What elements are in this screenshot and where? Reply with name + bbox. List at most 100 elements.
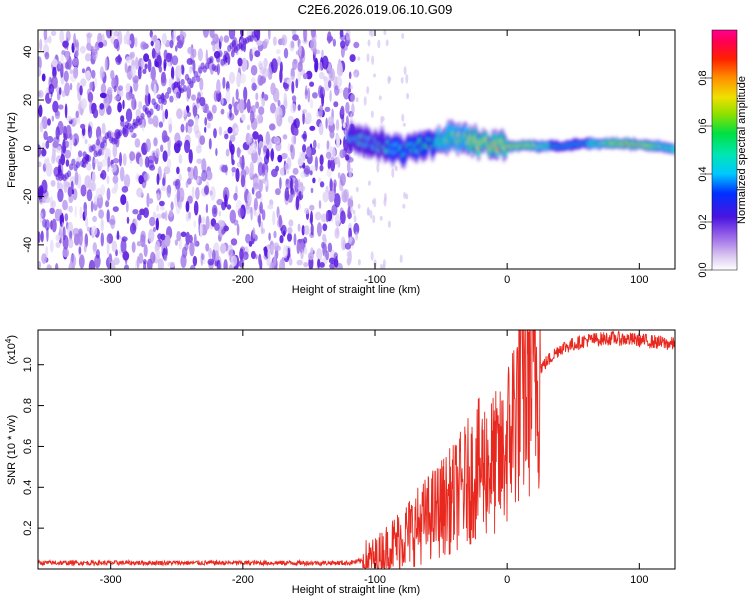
noise-blob: [170, 66, 175, 81]
spectrogram-y-label: Frequency (Hz): [6, 112, 18, 188]
noise-blob: [210, 186, 216, 201]
noise-chirp: [97, 148, 103, 156]
spectrogram-y-tick-label: 20: [22, 94, 34, 106]
noise-blob: [206, 112, 214, 122]
noise-blob: [340, 173, 346, 186]
noise-blob: [48, 83, 55, 95]
noise-blob: [121, 186, 129, 193]
noise-blob: [223, 35, 230, 43]
noise-blob: [213, 90, 218, 102]
noise-blob: [257, 162, 264, 176]
noise-blob: [186, 84, 192, 100]
noise-blob: [325, 210, 329, 223]
noise-chirp: [209, 56, 214, 63]
noise-blob: [227, 244, 233, 258]
noise-blob: [309, 98, 314, 109]
noise-blob: [80, 98, 88, 110]
noise-blob: [192, 48, 197, 58]
noise-blob: [317, 258, 321, 269]
noise-blob: [134, 138, 141, 148]
noise-blob: [303, 225, 310, 236]
noise-blob: [402, 203, 406, 209]
noise-blob: [351, 103, 355, 115]
noise-blob: [91, 171, 96, 183]
colorbar-ticks: 0.0 0.2 0.4 0.6 0.8: [697, 70, 712, 278]
noise-blob: [348, 71, 352, 80]
noise-blob: [201, 216, 206, 224]
noise-blob: [79, 85, 83, 96]
noise-chirp: [149, 108, 154, 116]
noise-blob: [366, 86, 370, 95]
noise-blob: [119, 166, 125, 182]
noise-blob: [368, 30, 372, 36]
noise-blob: [156, 204, 160, 212]
noise-blob: [192, 105, 198, 117]
noise-blob: [325, 117, 328, 129]
noise-blob: [294, 118, 300, 129]
noise-blob: [158, 121, 164, 128]
noise-blob: [99, 173, 104, 179]
noise-chirp: [80, 160, 85, 168]
noise-blob: [369, 209, 373, 219]
noise-blob: [168, 209, 174, 218]
noise-blob: [272, 210, 276, 226]
noise-blob: [267, 204, 274, 210]
noise-chirp: [182, 85, 187, 92]
noise-chirp: [86, 155, 92, 162]
noise-blob: [146, 192, 150, 208]
noise-blob: [265, 131, 271, 146]
noise-blob: [94, 254, 101, 269]
noise-blob: [43, 30, 48, 41]
noise-blob: [161, 130, 168, 143]
noise-blob: [357, 259, 361, 266]
noise-blob: [101, 71, 105, 78]
noise-blob: [64, 103, 68, 119]
spectrogram-y-tick-label: 0: [22, 145, 34, 151]
noise-blob: [65, 159, 70, 167]
noise-blob: [252, 177, 260, 191]
noise-blob: [239, 73, 246, 84]
noise-blob: [80, 184, 87, 197]
noise-blob: [69, 82, 73, 91]
noise-blob: [348, 170, 352, 179]
noise-blob: [355, 231, 359, 241]
noise-blob: [145, 138, 151, 152]
noise-blob: [122, 153, 127, 166]
noise-blob: [309, 170, 313, 176]
noise-chirp: [191, 76, 196, 84]
noise-blob: [156, 192, 160, 201]
colorbar-tick-label: 0.4: [697, 166, 709, 181]
noise-blob: [334, 213, 341, 228]
noise-blob: [317, 142, 321, 150]
noise-blob: [164, 210, 168, 222]
noise-blob: [302, 110, 305, 125]
noise-blob: [328, 188, 335, 203]
noise-blob: [328, 80, 332, 89]
noise-blob: [297, 223, 301, 232]
noise-blob: [204, 117, 208, 126]
noise-blob: [167, 184, 172, 194]
noise-blob: [237, 57, 243, 67]
noise-blob: [226, 204, 232, 210]
colorbar: 0.0 0.2 0.4 0.6 0.8 Normalized spectral ampl…: [697, 29, 748, 278]
noise-blob: [206, 122, 211, 129]
noise-blob: [87, 125, 93, 139]
noise-blob: [287, 227, 293, 235]
noise-blob: [188, 68, 192, 74]
noise-blob: [45, 245, 49, 258]
noise-blob: [95, 249, 100, 259]
noise-blob: [293, 233, 297, 246]
noise-blob: [312, 177, 316, 184]
noise-blob: [282, 244, 288, 259]
noise-blob: [399, 254, 403, 263]
noise-blob: [340, 40, 346, 49]
colorbar-tick-label: 0.0: [697, 262, 709, 277]
noise-blob: [273, 254, 277, 266]
noise-blob: [134, 37, 138, 48]
noise-blob: [113, 257, 120, 266]
noise-blob: [387, 220, 391, 228]
noise-blob: [46, 135, 54, 144]
noise-blob: [158, 65, 163, 73]
noise-blob: [150, 66, 156, 81]
